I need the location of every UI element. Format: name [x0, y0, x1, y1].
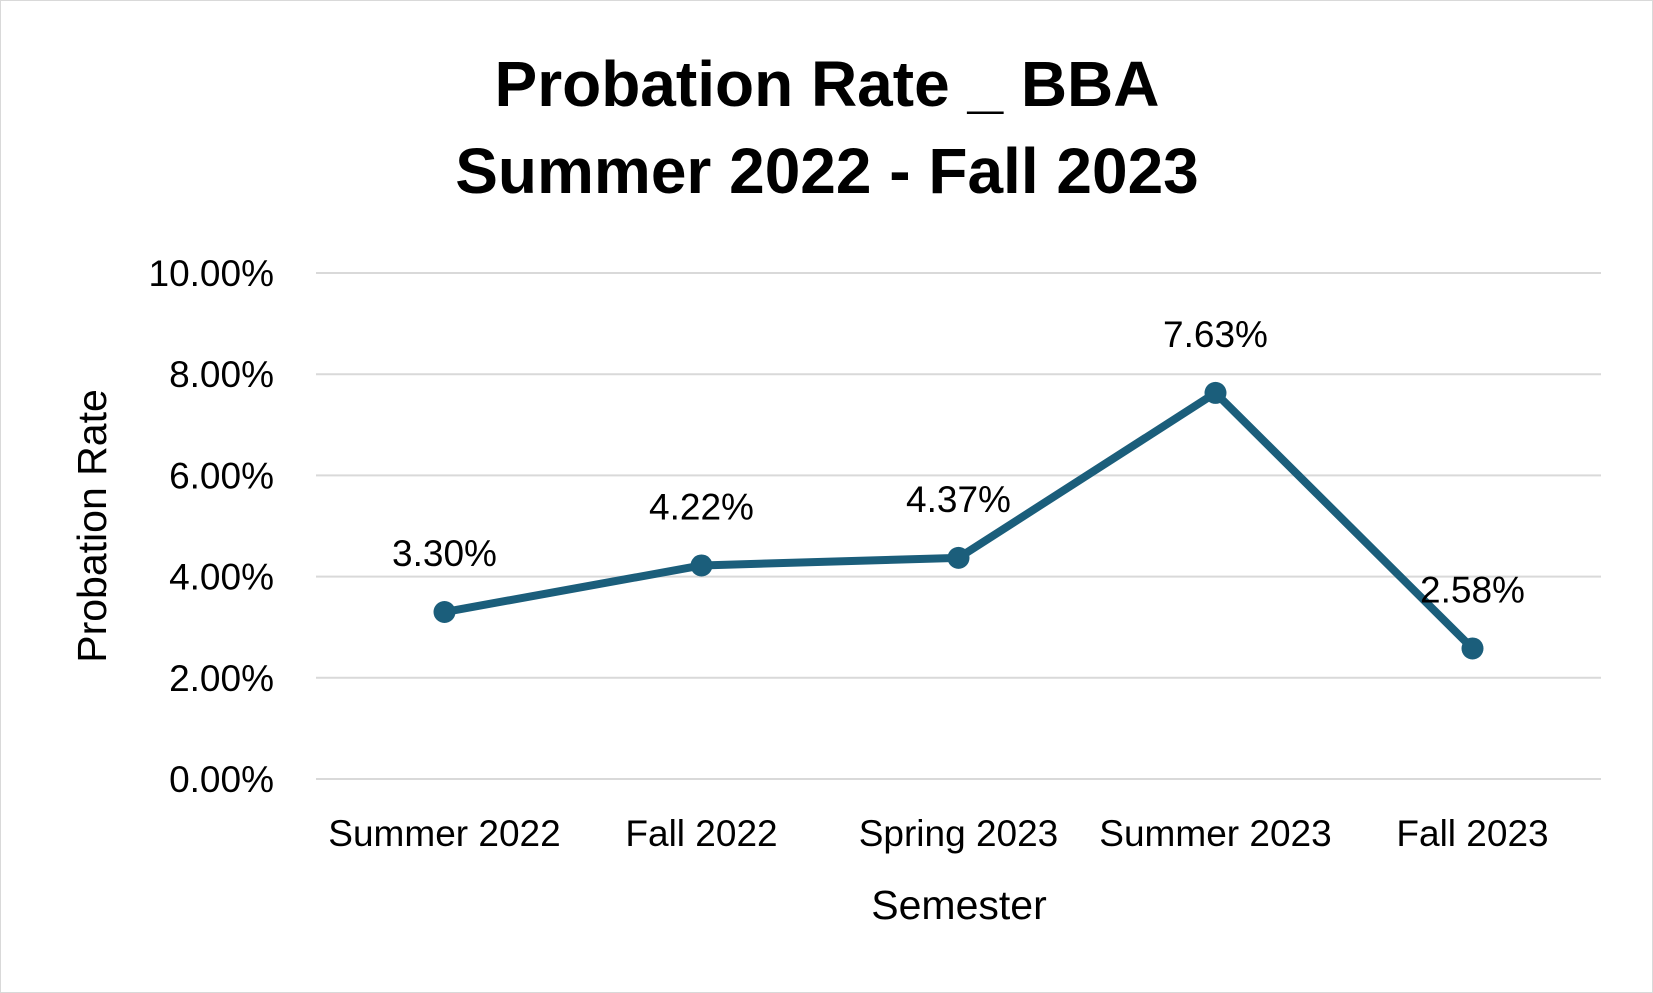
- data-point: [947, 546, 970, 569]
- x-axis-ticks: Summer 2022 Fall 2022 Spring 2023 Summer 20…: [328, 813, 1548, 854]
- x-axis-title: Semester: [871, 882, 1046, 928]
- y-tick-label: 4.00%: [169, 557, 274, 598]
- x-tick-label: Fall 2023: [1396, 813, 1548, 854]
- data-point: [1204, 381, 1227, 404]
- y-tick-label: 6.00%: [169, 455, 274, 496]
- x-tick-label: Summer 2022: [328, 813, 560, 854]
- series-line: [440, 388, 1477, 653]
- series-probation-rate: [433, 381, 1484, 660]
- chart-title: Probation Rate _ BBA: [495, 48, 1160, 120]
- data-labels: 3.30% 4.22% 4.37% 7.63% 2.58%: [392, 314, 1525, 611]
- data-point: [690, 554, 713, 577]
- data-point: [1461, 637, 1484, 660]
- data-label: 4.37%: [906, 479, 1011, 520]
- data-point: [433, 601, 456, 624]
- chart-subtitle: Summer 2022 - Fall 2023: [455, 135, 1199, 207]
- y-axis-ticks: 0.00% 2.00% 4.00% 6.00% 8.00% 10.00%: [149, 253, 275, 800]
- y-tick-label: 2.00%: [169, 658, 274, 699]
- x-tick-label: Spring 2023: [859, 813, 1059, 854]
- gridlines: [316, 272, 1601, 780]
- x-tick-label: Fall 2022: [625, 813, 777, 854]
- y-axis-title: Probation Rate: [69, 389, 115, 663]
- data-label: 3.30%: [392, 533, 497, 574]
- x-tick-label: Summer 2023: [1099, 813, 1331, 854]
- y-tick-label: 0.00%: [169, 759, 274, 800]
- data-label: 4.22%: [649, 486, 754, 527]
- y-tick-label: 10.00%: [149, 253, 275, 294]
- data-label: 7.63%: [1163, 314, 1268, 355]
- data-label: 2.58%: [1420, 569, 1525, 610]
- y-tick-label: 8.00%: [169, 354, 274, 395]
